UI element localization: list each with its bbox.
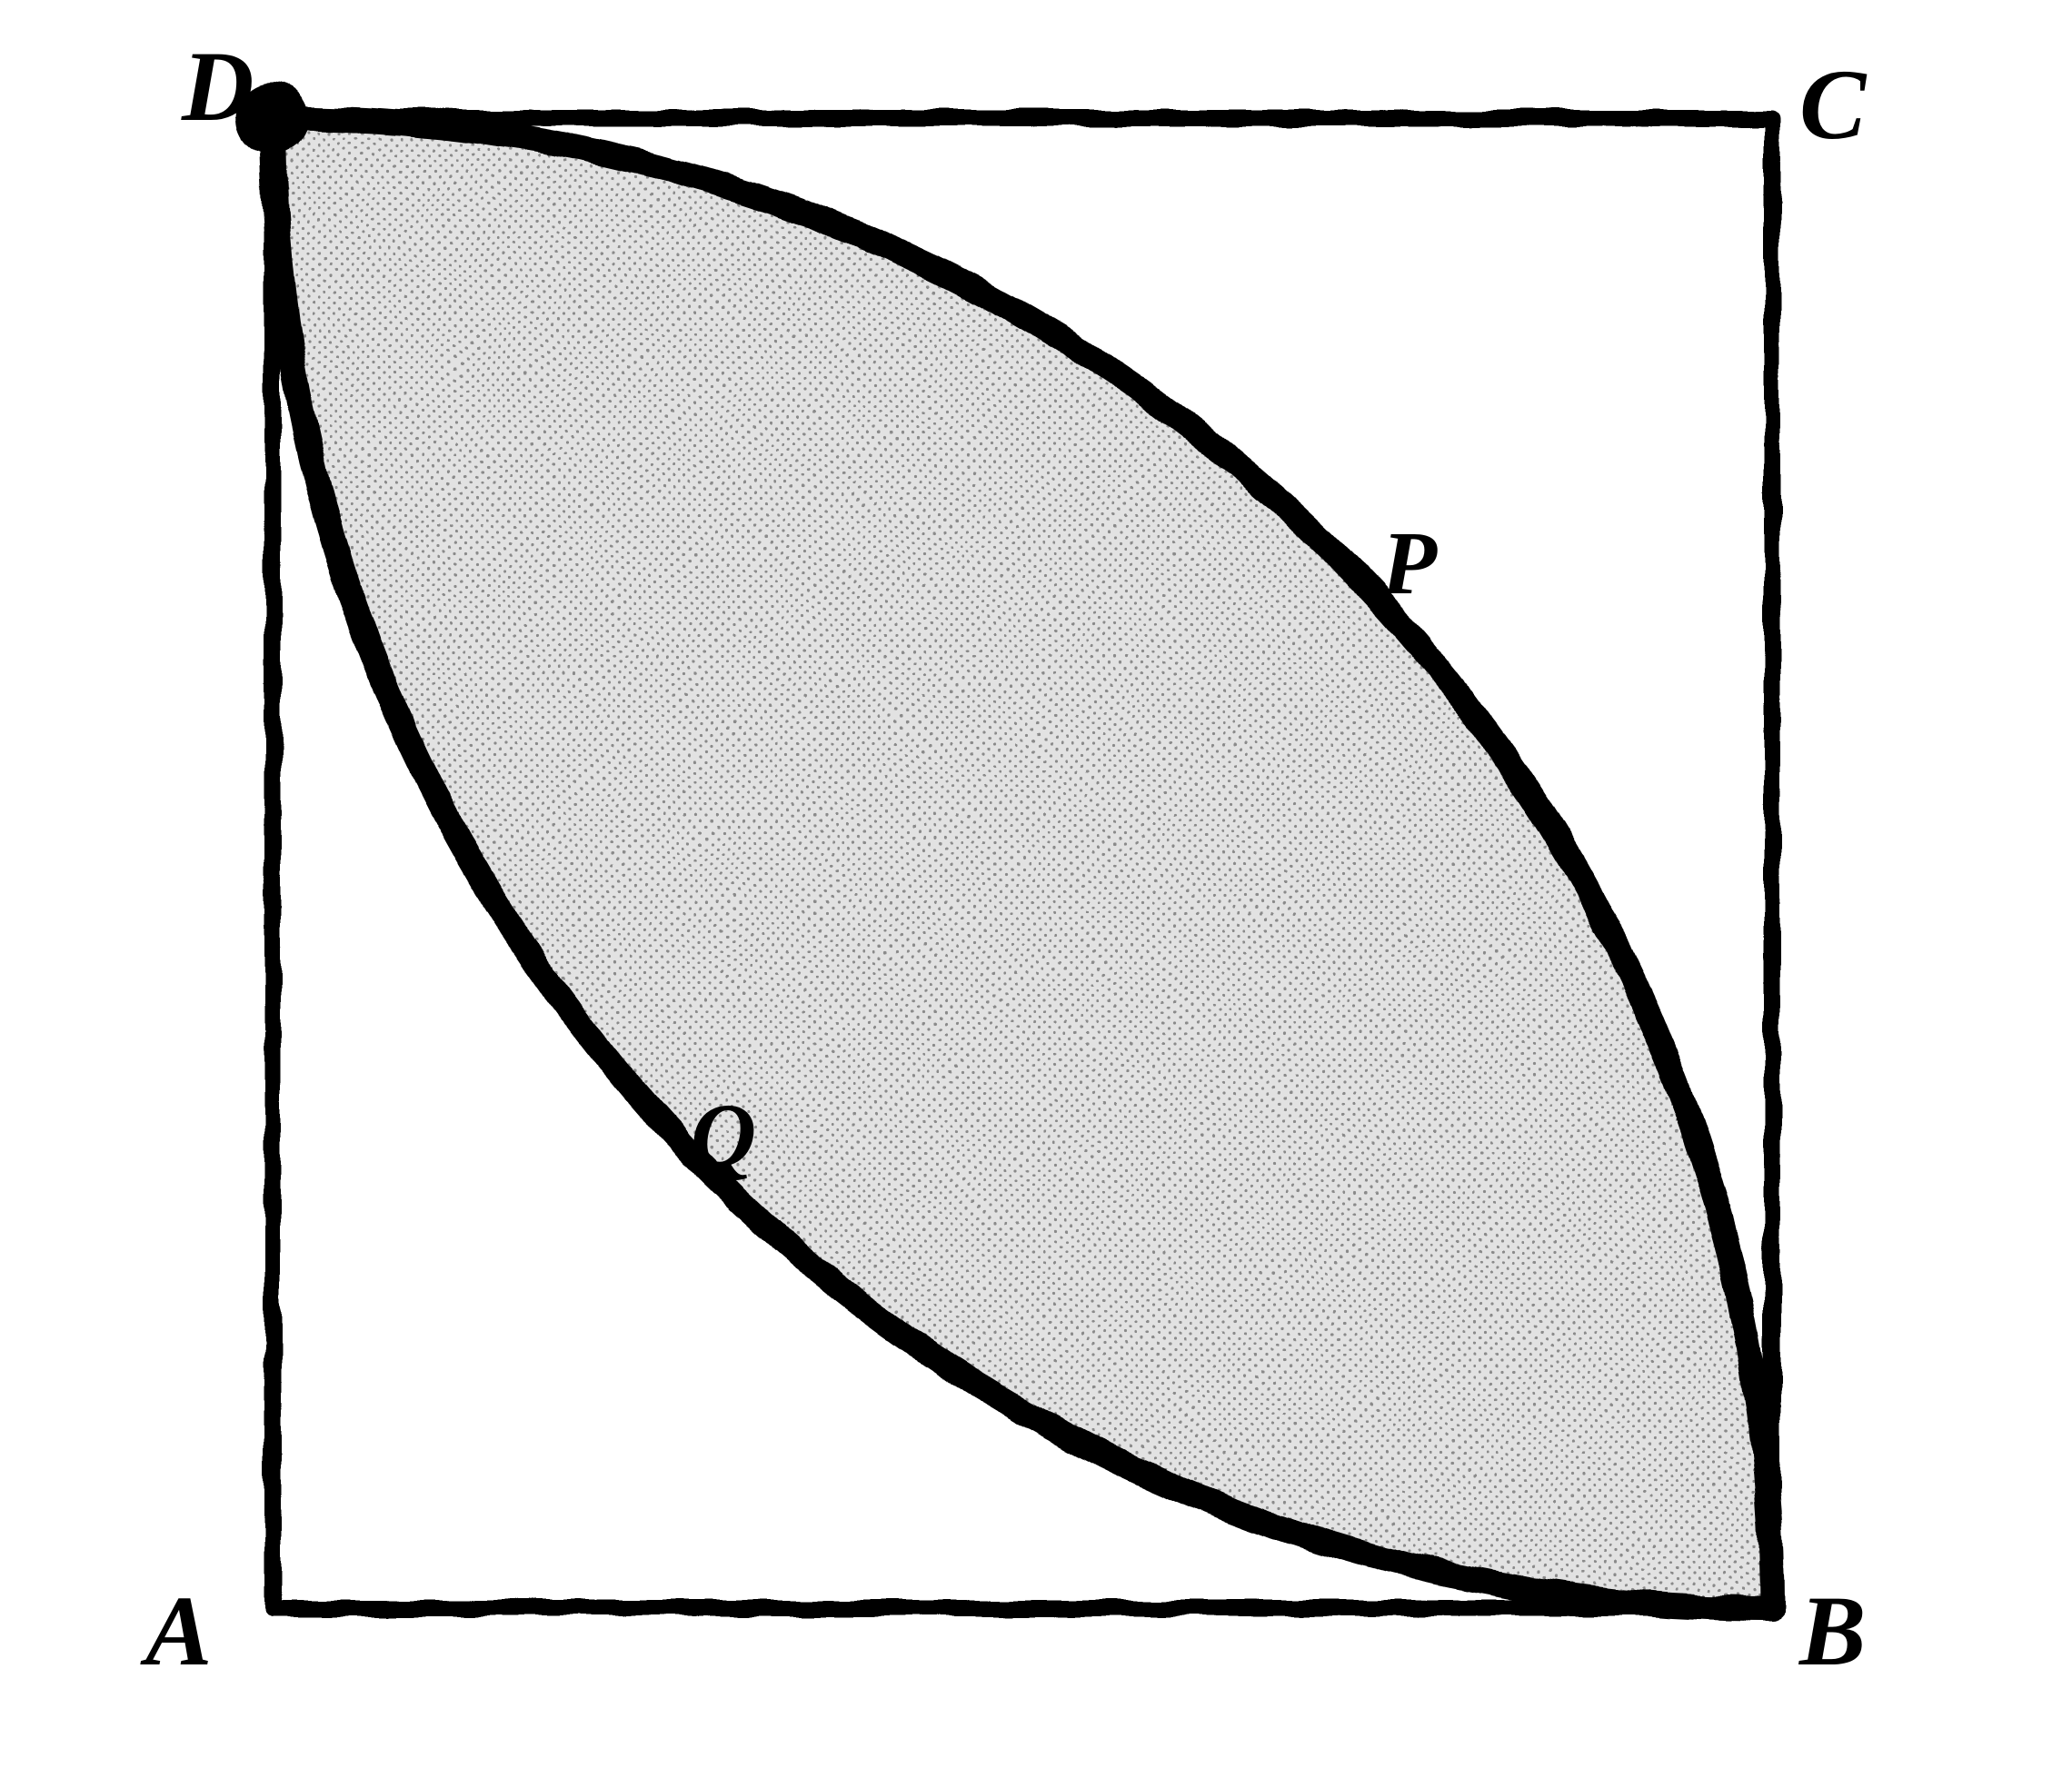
label-D: D	[182, 36, 254, 136]
label-P: P	[1381, 518, 1437, 609]
label-A: A	[145, 1581, 212, 1681]
diagram-svg	[0, 0, 2072, 1788]
label-Q: Q	[691, 1090, 756, 1181]
label-C: C	[1799, 55, 1866, 154]
lens-shaded-region	[273, 118, 1772, 1608]
geometry-diagram: A B C D P Q	[0, 0, 2072, 1788]
label-B: B	[1799, 1581, 1866, 1681]
